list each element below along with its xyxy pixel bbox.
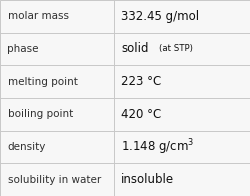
- Text: phase: phase: [8, 44, 39, 54]
- Text: 332.45 g/mol: 332.45 g/mol: [121, 10, 200, 23]
- Text: 420 °C: 420 °C: [121, 108, 162, 121]
- Text: density: density: [8, 142, 46, 152]
- Text: boiling point: boiling point: [8, 109, 73, 119]
- Text: 1.148 g/cm$^{\mathregular{3}}$: 1.148 g/cm$^{\mathregular{3}}$: [121, 137, 194, 157]
- Text: 223 °C: 223 °C: [121, 75, 162, 88]
- Text: melting point: melting point: [8, 77, 78, 87]
- Text: solid: solid: [121, 43, 149, 55]
- Text: solubility in water: solubility in water: [8, 175, 101, 185]
- Text: molar mass: molar mass: [8, 11, 68, 21]
- Text: insoluble: insoluble: [121, 173, 174, 186]
- Text: (at STP): (at STP): [159, 44, 192, 54]
